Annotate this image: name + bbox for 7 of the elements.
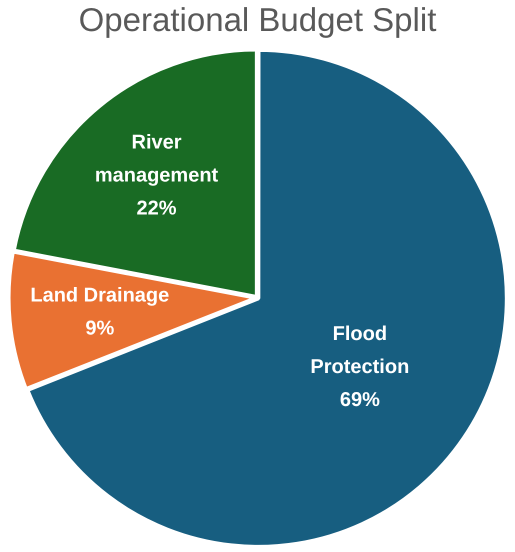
slice-label: Land Drainage (30, 284, 170, 307)
data-label: 22% (136, 197, 177, 220)
slice-label: Flood Protection (310, 322, 410, 378)
slice-label: River management (94, 131, 219, 186)
chart-title: Operational Budget Split (78, 0, 436, 38)
data-label: 9% (85, 318, 114, 340)
data-label: 69% (340, 388, 380, 411)
